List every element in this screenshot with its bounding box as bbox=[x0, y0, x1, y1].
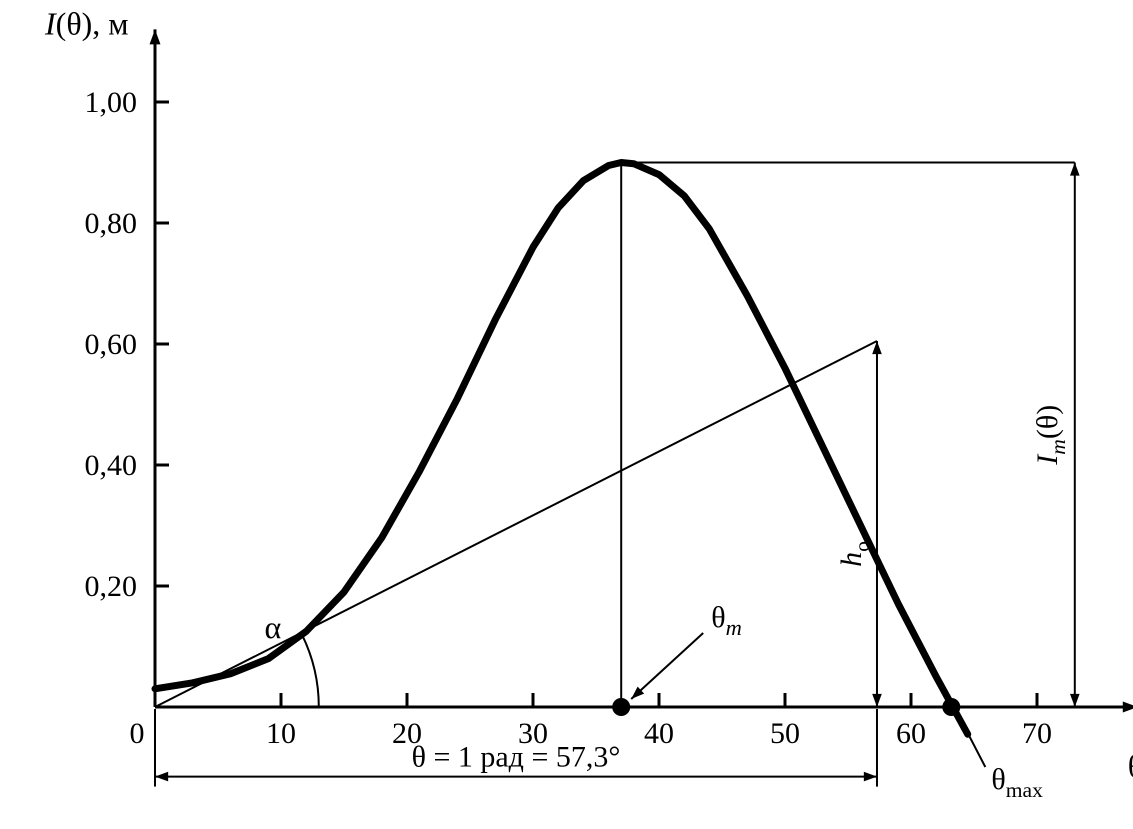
svg-text:θ, град: θ, град bbox=[1128, 748, 1133, 784]
svg-text:θm: θm bbox=[711, 601, 742, 640]
svg-text:θ = 1 рад = 57,3°: θ = 1 рад = 57,3° bbox=[412, 741, 621, 774]
svg-text:θmax: θmax bbox=[991, 763, 1043, 802]
svg-text:0,80: 0,80 bbox=[85, 207, 138, 240]
svg-text:60: 60 bbox=[896, 717, 926, 750]
svg-text:10: 10 bbox=[266, 717, 296, 750]
svg-text:0,40: 0,40 bbox=[85, 449, 138, 482]
svg-text:70: 70 bbox=[1022, 717, 1052, 750]
svg-text:0,60: 0,60 bbox=[85, 328, 138, 361]
svg-text:Im(θ): Im(θ) bbox=[1031, 405, 1070, 466]
figure-svg: 1020304050607000,200,400,600,801,00I(θ),… bbox=[0, 0, 1133, 829]
svg-text:1,00: 1,00 bbox=[85, 86, 138, 119]
svg-text:I(θ), м: I(θ), м bbox=[44, 5, 129, 41]
svg-text:40: 40 bbox=[644, 717, 674, 750]
svg-text:0,20: 0,20 bbox=[85, 570, 138, 603]
svg-text:50: 50 bbox=[770, 717, 800, 750]
svg-text:0: 0 bbox=[130, 717, 145, 750]
svg-text:hо: hо bbox=[835, 541, 874, 567]
svg-text:α: α bbox=[265, 609, 282, 645]
